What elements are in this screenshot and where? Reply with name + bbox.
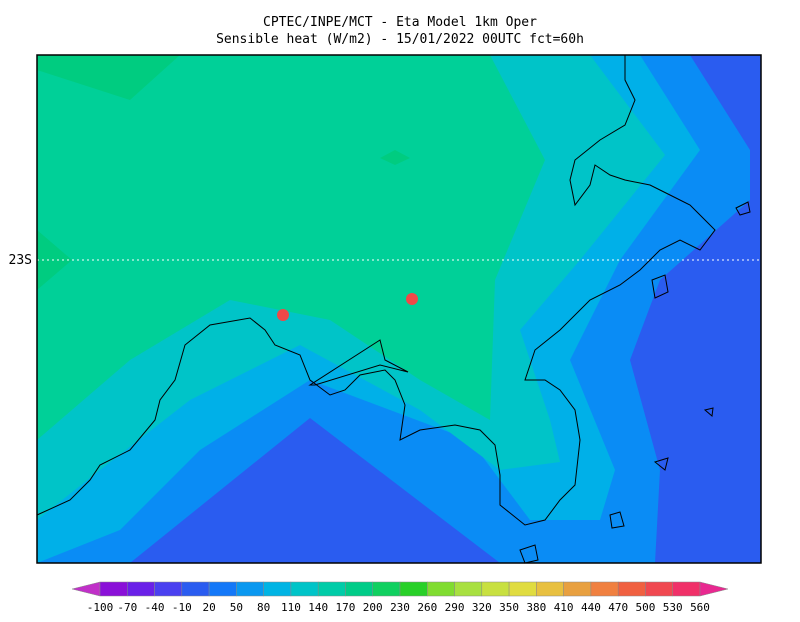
colorbar-label: 50 bbox=[230, 601, 243, 614]
field-band bbox=[37, 230, 72, 290]
island bbox=[519, 201, 751, 564]
colorbar-label: 170 bbox=[336, 601, 356, 614]
colorbar-segment bbox=[127, 581, 155, 597]
colorbar-label: 20 bbox=[202, 601, 215, 614]
colorbar-segment bbox=[481, 581, 510, 597]
colorbar-arrow bbox=[699, 581, 729, 597]
colorbar-label: 440 bbox=[581, 601, 601, 614]
colorbar-segment bbox=[672, 581, 701, 597]
colorbar-segment bbox=[208, 581, 237, 597]
colorbar-segment bbox=[99, 581, 128, 597]
title-line-1: CPTEC/INPE/MCT - Eta Model 1km Oper bbox=[263, 15, 537, 30]
colorbar-label: 530 bbox=[663, 601, 683, 614]
colorbar-segment bbox=[508, 581, 537, 597]
colorbar-segment bbox=[345, 581, 373, 597]
colorbar-label: 230 bbox=[390, 601, 410, 614]
colorbar-label: 260 bbox=[417, 601, 437, 614]
colorbar-segment bbox=[427, 581, 455, 597]
colorbar-label: -70 bbox=[117, 601, 137, 614]
field-band bbox=[37, 55, 180, 100]
colorbar-label: 290 bbox=[445, 601, 465, 614]
map-frame bbox=[36, 54, 762, 564]
field-band bbox=[37, 55, 545, 440]
colorbar-segment bbox=[617, 581, 646, 597]
colorbar-segment bbox=[181, 581, 210, 597]
colorbar-segment bbox=[454, 581, 483, 597]
colorbar-label: 200 bbox=[363, 601, 383, 614]
title-line-2: Sensible heat (W/m2) - 15/01/2022 00UTC … bbox=[216, 32, 584, 47]
colorbar-label: -40 bbox=[145, 601, 165, 614]
colorbar-label: 110 bbox=[281, 601, 301, 614]
map-area bbox=[36, 54, 762, 564]
latitude-label: 23S bbox=[9, 253, 32, 268]
colorbar-segment bbox=[590, 581, 619, 597]
colorbar: -100 -70 -40 -10 20 50 80 110 140 170 200 230 260 290… bbox=[71, 581, 729, 614]
coastline bbox=[36, 55, 716, 526]
colorbar-label: 560 bbox=[690, 601, 710, 614]
coastline bbox=[308, 339, 409, 386]
colorbar-segment bbox=[290, 581, 319, 597]
colorbar-segment bbox=[317, 581, 346, 597]
station-marker bbox=[277, 309, 289, 321]
station-marker bbox=[406, 293, 418, 305]
colorbar-segment bbox=[399, 581, 428, 597]
field-band bbox=[380, 150, 410, 165]
colorbar-label: -10 bbox=[172, 601, 192, 614]
colorbar-label: 320 bbox=[472, 601, 492, 614]
colorbar-label: 140 bbox=[308, 601, 328, 614]
colorbar-segment bbox=[563, 581, 592, 597]
colorbar-segment bbox=[263, 581, 292, 597]
colorbar-label: 80 bbox=[257, 601, 270, 614]
colorbar-segment bbox=[645, 581, 673, 597]
colorbar-segment bbox=[372, 581, 401, 597]
colorbar-segment bbox=[236, 581, 264, 597]
colorbar-label: 380 bbox=[526, 601, 546, 614]
colorbar-arrow bbox=[71, 581, 101, 597]
colorbar-label: 470 bbox=[608, 601, 628, 614]
colorbar-label: 500 bbox=[636, 601, 656, 614]
colorbar-segment bbox=[154, 581, 183, 597]
colorbar-label: 350 bbox=[499, 601, 519, 614]
colorbar-label: -100 bbox=[87, 601, 114, 614]
colorbar-label: 410 bbox=[554, 601, 574, 614]
colorbar-segment bbox=[536, 581, 564, 597]
